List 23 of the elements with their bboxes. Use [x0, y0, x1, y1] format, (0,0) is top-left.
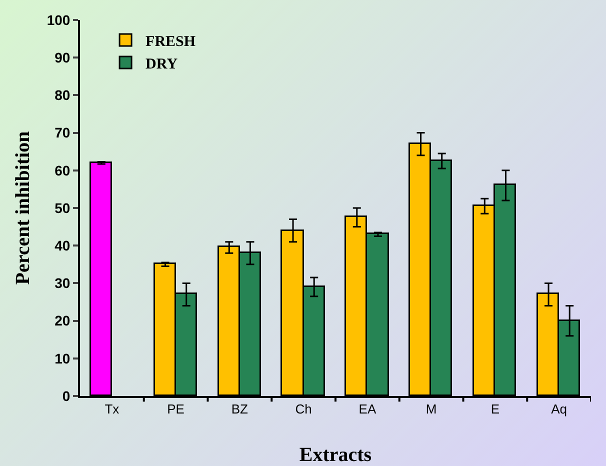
- x-tick-label: Tx: [104, 402, 120, 417]
- y-tick-label: 20: [54, 312, 70, 329]
- x-tick-label: Ch: [295, 402, 312, 417]
- y-tick-label: 10: [54, 350, 70, 366]
- x-tick-label: M: [426, 402, 437, 417]
- x-tick-label: PE: [167, 402, 185, 417]
- y-tick-label: 80: [54, 87, 70, 104]
- legend-label: DRY: [146, 56, 178, 72]
- y-tick-label: 60: [54, 162, 70, 178]
- y-axis-title: Percent inhibition: [12, 131, 34, 285]
- x-tick-label: BZ: [231, 402, 248, 417]
- x-tick-label: Aq: [551, 402, 568, 417]
- y-tick-label: 90: [54, 50, 70, 66]
- x-tick-label: E: [490, 402, 500, 417]
- y-tick-label: 40: [54, 238, 70, 254]
- y-tick-label: 100: [46, 12, 70, 28]
- y-tick-label: 0: [62, 388, 70, 404]
- y-tick-label: 30: [54, 275, 70, 292]
- x-tick-label: EA: [358, 402, 376, 417]
- y-tick-label: 50: [54, 200, 70, 216]
- y-tick-label: 70: [54, 124, 70, 141]
- legend-label: FRESH: [146, 34, 196, 50]
- x-axis-title: Extracts: [299, 444, 372, 466]
